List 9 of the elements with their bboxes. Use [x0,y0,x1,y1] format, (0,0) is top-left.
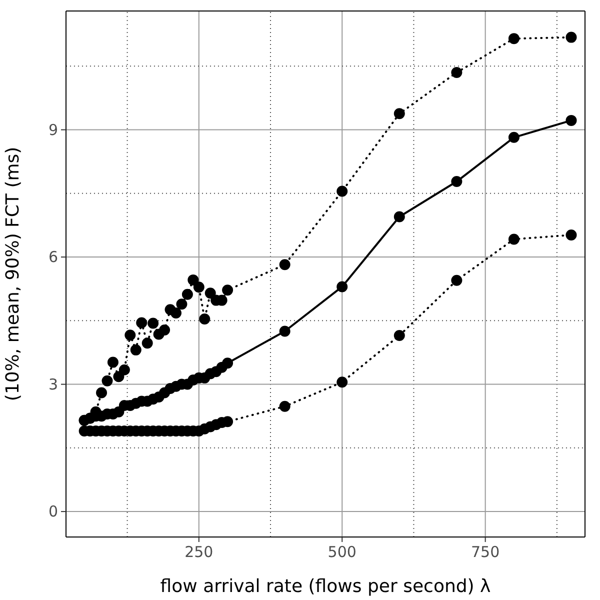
y-axis-title: (10%, mean, 90%) FCT (ms) [2,146,24,402]
y-tick-label: 9 [48,120,58,139]
x-axis-title: flow arrival rate (flows per second) λ [160,576,492,597]
y-tick-label: 3 [48,375,58,394]
y-tick-label: 6 [48,248,58,266]
x-tick-label: 500 [328,543,356,561]
y-tick-label: 0 [48,502,58,521]
x-tick-label: 750 [471,543,500,561]
x-tick-label: 250 [184,543,214,561]
